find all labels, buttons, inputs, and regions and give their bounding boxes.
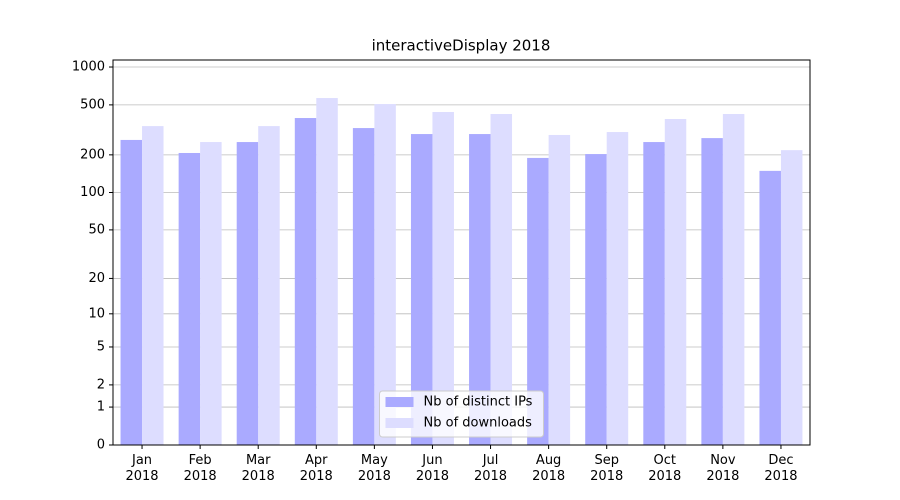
bar (701, 138, 723, 446)
bar (352, 128, 375, 446)
y-tick-label: 0 (97, 438, 105, 453)
legend: Nb of distinct IPs Nb of downloads (379, 390, 544, 438)
bar (606, 132, 629, 445)
x-tick-label: Apr 2018 (299, 453, 333, 484)
bar (120, 139, 143, 446)
x-tick-label: Jan 2018 (125, 453, 159, 484)
bar (316, 98, 338, 445)
y-tick-label: 500 (80, 97, 105, 112)
legend-box (379, 390, 544, 438)
plot-frame (112, 59, 811, 446)
y-tick-label: 20 (88, 271, 105, 286)
x-tick-label: Aug 2018 (532, 453, 566, 484)
bar (759, 170, 781, 445)
legend-swatch (385, 397, 414, 407)
bar (527, 157, 549, 445)
bar (178, 152, 201, 445)
bar (200, 142, 222, 445)
x-tick-label: Jun 2018 (415, 453, 449, 484)
bar (490, 114, 513, 446)
x-tick-label: May 2018 (357, 453, 391, 484)
legend-swatch (385, 418, 414, 428)
y-tick-label: 10 (88, 306, 105, 321)
y-tick-label: 100 (80, 185, 105, 200)
y-tick-label: 1 (97, 400, 105, 415)
bar (664, 119, 687, 445)
x-tick-label: Feb 2018 (183, 453, 217, 484)
legend-label: Nb of downloads (424, 416, 533, 431)
y-tick-label: 5 (97, 339, 105, 354)
y-tick-label: 2 (97, 377, 105, 392)
bar (294, 118, 317, 445)
bar (374, 104, 396, 445)
bar (142, 126, 164, 446)
x-tick-label: Jul 2018 (473, 453, 508, 484)
bar (236, 142, 259, 445)
y-tick-label: 200 (80, 147, 105, 162)
bar (410, 134, 433, 445)
bar (585, 154, 607, 445)
legend-label: Nb of distinct IPs (424, 395, 533, 410)
y-tick-label: 1000 (72, 60, 105, 75)
bar (548, 134, 571, 446)
x-tick-label: Mar 2018 (241, 453, 275, 484)
bar (258, 126, 280, 446)
x-tick-label: Nov 2018 (706, 453, 740, 484)
y-tick-label: 50 (88, 222, 105, 237)
bar (469, 134, 491, 445)
bar (722, 114, 745, 446)
bar (432, 111, 454, 446)
x-tick-label: Dec 2018 (764, 453, 798, 484)
bar (780, 150, 803, 446)
x-tick-label: Sep 2018 (590, 453, 624, 484)
bar (643, 142, 665, 445)
chart-title: interactiveDisplay 2018 (372, 37, 551, 55)
x-tick-label: Oct 2018 (648, 453, 682, 484)
